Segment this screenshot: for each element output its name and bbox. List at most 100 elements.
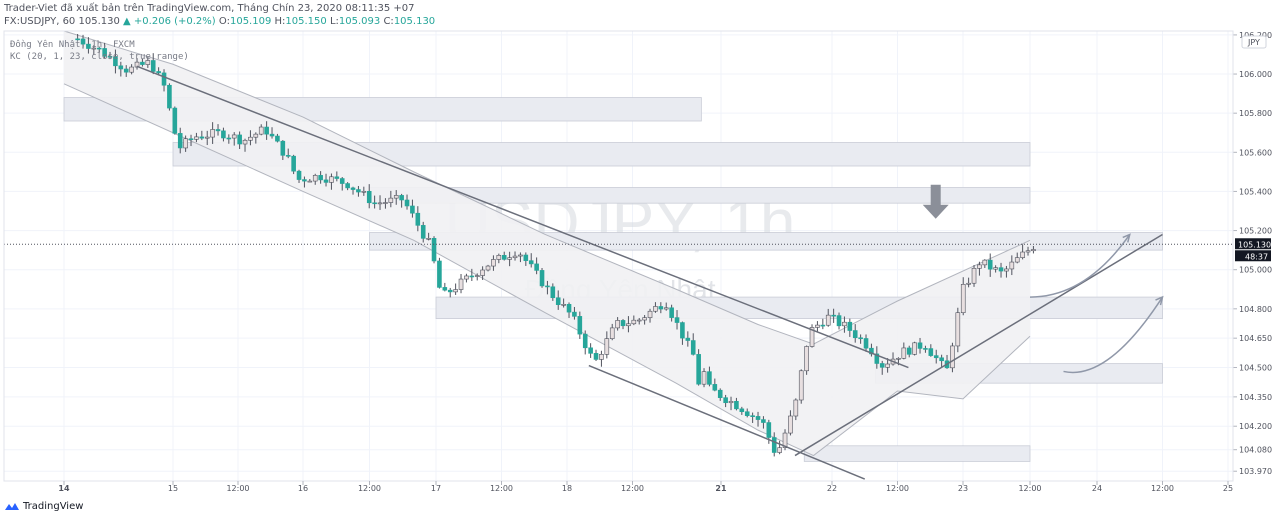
candle-body [982, 259, 988, 266]
candle [955, 307, 961, 353]
candle-body [658, 306, 664, 310]
time-tick-label: 21 [715, 484, 727, 493]
candle-body [242, 139, 248, 145]
candle-body [523, 254, 529, 261]
candle-body [901, 347, 907, 359]
candle [80, 34, 86, 49]
candle [777, 440, 782, 455]
candle-body [264, 126, 269, 135]
legend-series-line: Đồng Yên Nhật, 1h, FXCM [10, 39, 135, 50]
candle [566, 302, 572, 318]
candle-body [188, 138, 194, 141]
price-axis[interactable]: 106.200 106.000 105.800 105.600 105.400 105.2… [1232, 31, 1272, 481]
price-tick-label: 105.400 [1239, 187, 1272, 196]
candle-body [361, 190, 367, 193]
candle [577, 311, 583, 339]
candle [842, 316, 847, 333]
annotation-drawings[interactable] [922, 184, 1164, 374]
price-tick-label: 104.800 [1239, 305, 1272, 314]
candle [474, 273, 480, 281]
candle-body [1025, 250, 1031, 253]
candle [528, 253, 534, 268]
last-price-tag: 105.130 [1238, 240, 1271, 249]
countdown-tag-bg [1235, 250, 1271, 262]
candle-body [939, 357, 944, 362]
candle-body [647, 310, 653, 318]
candle [977, 261, 982, 276]
time-tick-label: 17 [431, 484, 441, 493]
candle [307, 178, 313, 183]
candle-body [701, 371, 707, 385]
candle [588, 343, 593, 358]
candle-body [399, 195, 404, 201]
candle [145, 57, 151, 68]
candle-body [437, 260, 442, 288]
candle [950, 342, 955, 373]
time-tick-label: 24 [1092, 484, 1102, 493]
candle-body [550, 286, 556, 299]
candle [366, 184, 372, 209]
candle [761, 416, 766, 429]
candle [258, 124, 264, 136]
candle [609, 323, 615, 341]
price-tick-label: 104.200 [1239, 422, 1272, 431]
candle-body [642, 317, 647, 321]
candle [690, 333, 696, 356]
time-axis[interactable]: 14 15 12:00 16 12:00 17 12:00 18 12:00 21 22 12:00 2… [3, 30, 1234, 493]
keltner-lower-line [63, 83, 1031, 457]
candle-body [258, 126, 264, 135]
publisher-line: Trader-Viet đã xuất bản trên TradingView… [4, 3, 415, 14]
candle [269, 127, 275, 139]
time-tick-label: 12:00 [621, 484, 644, 493]
candle-body [404, 199, 410, 207]
trend-lines[interactable] [136, 65, 1163, 480]
currency-label: JPY [1247, 38, 1260, 47]
price-tick-label: 104.650 [1239, 334, 1272, 343]
candle [604, 331, 610, 359]
candle-body [140, 61, 145, 65]
high-label: H: [274, 16, 286, 27]
candle-body [372, 202, 377, 205]
candle-body [539, 270, 545, 287]
candle [933, 349, 939, 364]
candle-body [858, 337, 863, 340]
candle-body [609, 327, 615, 339]
candle [1014, 252, 1020, 264]
candle [372, 195, 377, 209]
high-value: 105.150 [285, 16, 327, 27]
candle-body [863, 338, 869, 349]
candle [582, 330, 588, 355]
candle-body [329, 176, 334, 183]
open-label: O: [218, 16, 230, 27]
candle-body [712, 384, 718, 391]
candle [685, 331, 691, 347]
candle [831, 308, 836, 323]
candle-body [869, 347, 874, 355]
time-tick-label: 12:00 [886, 484, 909, 493]
candle-body [129, 66, 134, 73]
candle-body [501, 255, 507, 260]
candle-body [917, 342, 923, 349]
candle [620, 319, 626, 330]
candle-body [809, 327, 815, 347]
candle [728, 396, 734, 411]
candle [901, 342, 907, 360]
tradingview-footer[interactable]: TradingView [4, 501, 83, 512]
candle-body [593, 353, 599, 360]
candle-body [615, 320, 620, 329]
candle [669, 304, 674, 322]
zone-rect [803, 445, 1031, 462]
candle [750, 412, 755, 423]
candle [312, 173, 318, 185]
tradingview-brand: TradingView [23, 501, 84, 512]
candle-body [318, 175, 323, 181]
candle [739, 406, 745, 415]
candle-body [831, 314, 836, 317]
candle [204, 130, 210, 146]
time-tick-label: 12:00 [358, 484, 381, 493]
candle-body [739, 408, 745, 413]
projected-path [1029, 234, 1131, 298]
countdown-tag: 48:37 [1245, 252, 1268, 261]
candle [96, 46, 102, 53]
